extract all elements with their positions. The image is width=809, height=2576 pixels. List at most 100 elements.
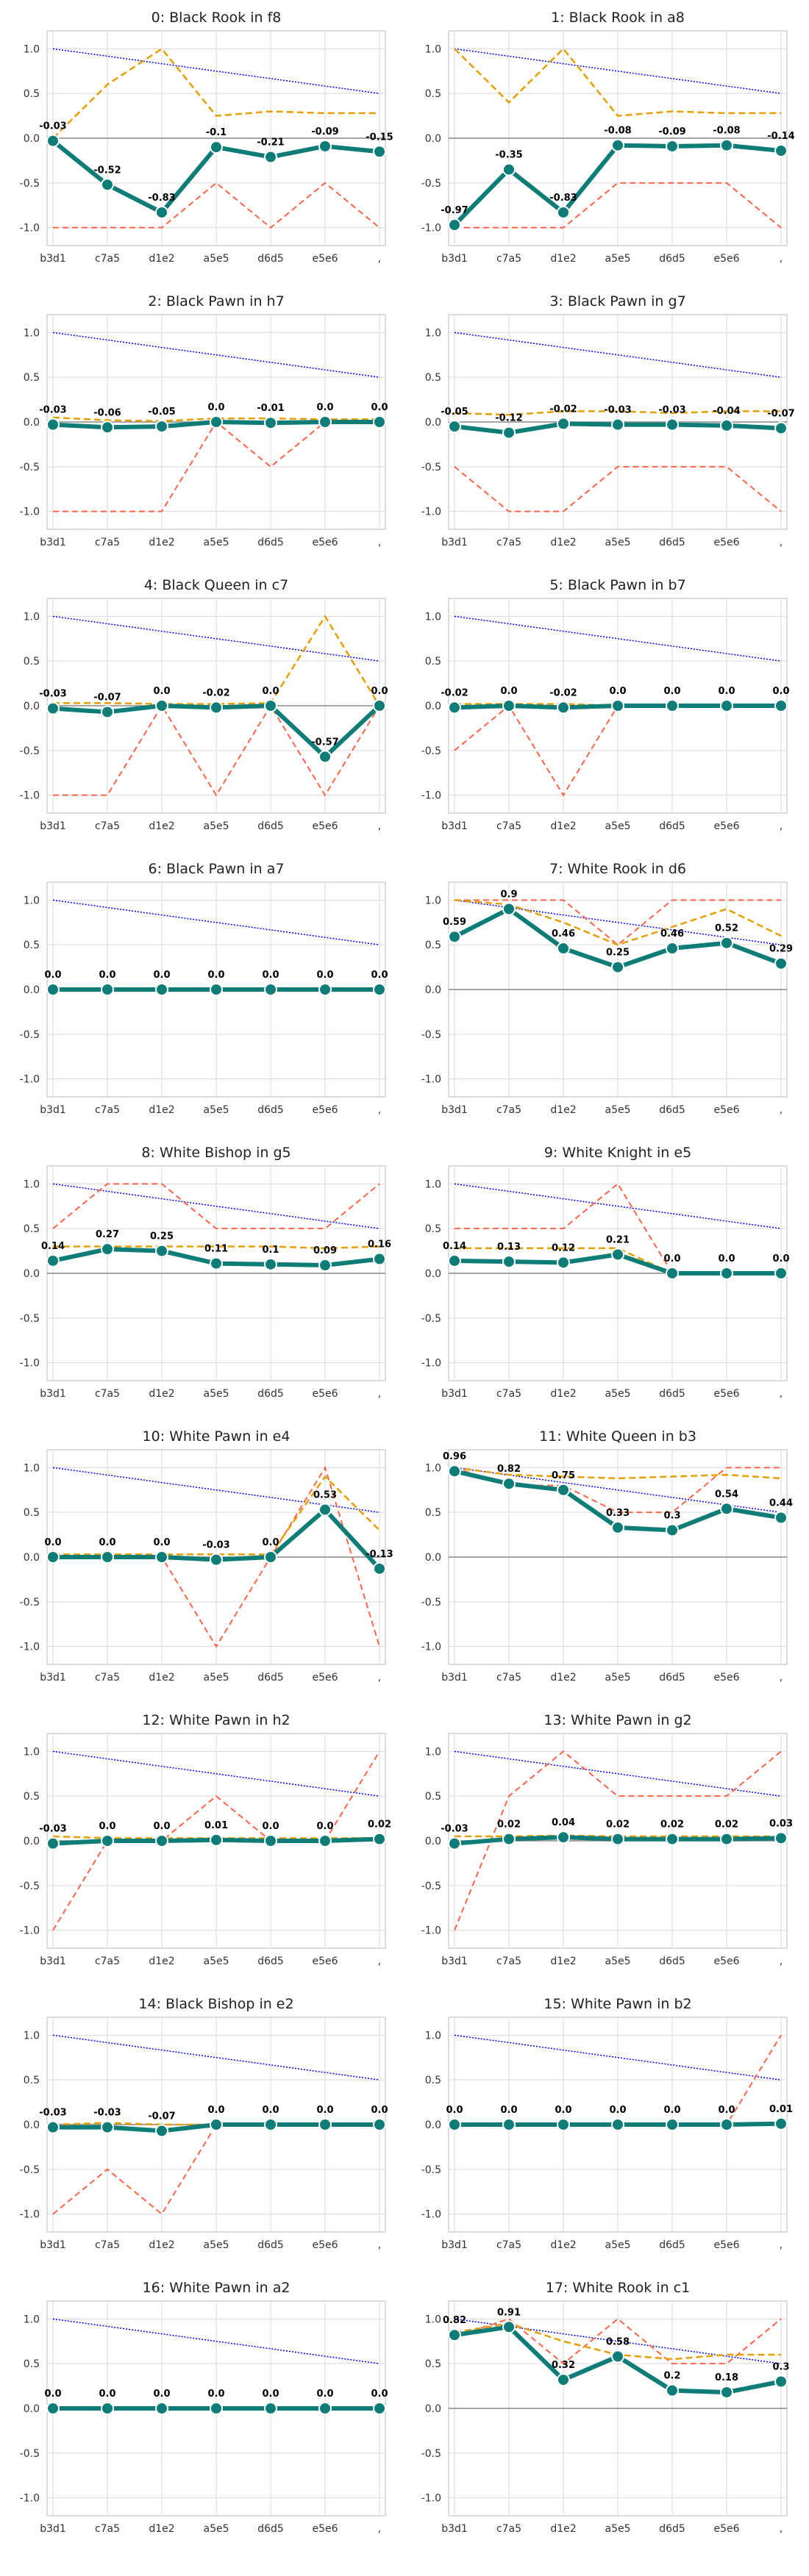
data-point: [101, 178, 114, 192]
data-point: [373, 145, 386, 159]
x-tick-label: ,: [378, 2523, 381, 2535]
data-point: [502, 1832, 516, 1846]
series-orange-line: [454, 1467, 782, 1480]
data-point: [373, 1252, 386, 1266]
panel-11: 11: White Queen in b3 1.0 0.5 0.0 -0.5 -1.0 b3…: [421, 1428, 793, 1684]
x-tick-label: e5e6: [713, 1956, 739, 1967]
x-tick-label: e5e6: [312, 2523, 338, 2535]
data-point: [155, 205, 168, 219]
data-point: [557, 2373, 570, 2387]
data-label: 0.33: [606, 1508, 630, 1519]
data-label: 0.0: [316, 970, 333, 981]
data-label: 0.46: [660, 929, 684, 940]
panel-7: 7: White Rook in d6 1.0 0.5 0.0 -0.5 -1.0 b3d1…: [421, 861, 793, 1116]
x-tick-label: d1e2: [550, 820, 576, 832]
data-point: [155, 1550, 168, 1564]
x-tick-label: d1e2: [550, 2523, 576, 2535]
y-tick-label: 1.0: [425, 327, 441, 339]
x-tick-label: b3d1: [40, 820, 66, 832]
data-point: [557, 1831, 570, 1845]
series-red-line: [454, 1750, 782, 1931]
x-tick-label: b3d1: [441, 2239, 468, 2251]
x-tick-label: d1e2: [149, 253, 174, 265]
x-tick-label: d6d5: [659, 1672, 685, 1684]
x-tick-label: d6d5: [659, 253, 685, 265]
data-label: 0.3: [663, 1511, 680, 1522]
data-label: 0.13: [497, 1242, 521, 1253]
data-label: 0.44: [769, 1498, 793, 1509]
data-label: 0.0: [262, 2389, 279, 2400]
x-tick-label: e5e6: [713, 1388, 739, 1400]
x-tick-label: d1e2: [550, 537, 576, 548]
data-point: [155, 1244, 168, 1258]
data-label: 0.0: [316, 2389, 333, 2400]
series-orange-line: [52, 47, 379, 139]
data-label: -0.07: [93, 693, 121, 704]
panel-14: 14: Black Bishop in e2 1.0 0.5 0.0 -0.5 -1.0 b…: [20, 1996, 388, 2251]
data-label: 0.0: [446, 2105, 463, 2116]
data-point: [46, 134, 60, 148]
data-label: 0.02: [606, 1820, 630, 1831]
x-tick-label: e5e6: [713, 1672, 739, 1684]
y-tick-label: 0.5: [24, 1507, 40, 1519]
data-label: 0.29: [769, 944, 793, 955]
data-label: 0.01: [204, 1820, 228, 1831]
y-tick-label: -1.0: [20, 2493, 40, 2505]
series-red-line: [53, 704, 380, 797]
panel-13: 13: White Pawn in g2 1.0 0.5 0.0 -0.5 -1.0 b3d…: [421, 1712, 793, 1967]
x-tick-label: e5e6: [713, 1104, 739, 1116]
x-tick-label: a5e5: [605, 1388, 630, 1400]
data-label: 0.21: [606, 1234, 630, 1245]
data-point: [502, 426, 516, 440]
y-tick-label: 0.0: [425, 1268, 441, 1280]
data-label: -0.09: [311, 126, 338, 137]
panel-17: 17: White Rook in c1 1.0 0.5 0.0 -0.5 -1.0 b3d…: [421, 2280, 790, 2535]
x-tick-label: e5e6: [312, 2239, 338, 2251]
y-tick-label: -1.0: [421, 1358, 441, 1370]
data-label: 0.91: [497, 2307, 521, 2318]
y-tick-label: 0.0: [425, 984, 441, 996]
y-tick-label: -1.0: [421, 223, 441, 235]
y-tick-label: -0.5: [20, 1029, 40, 1041]
data-label: 0.01: [769, 2104, 793, 2115]
data-point: [720, 138, 733, 152]
x-tick-label: c7a5: [496, 1672, 521, 1684]
data-point: [373, 2118, 386, 2131]
data-label: 0.0: [262, 686, 279, 697]
y-tick-label: -0.5: [421, 745, 441, 757]
y-tick-label: 0.5: [24, 1223, 40, 1235]
x-tick-label: d1e2: [550, 253, 576, 265]
data-point: [318, 750, 332, 764]
y-tick-label: 1.0: [24, 2030, 40, 2042]
data-point: [611, 2350, 624, 2364]
y-tick-label: 0.0: [24, 701, 40, 712]
data-point: [502, 162, 516, 176]
x-tick-label: d6d5: [659, 1104, 685, 1116]
data-label: 0.0: [609, 2105, 626, 2116]
data-point: [101, 705, 114, 719]
data-label: 0.52: [715, 923, 738, 934]
data-point: [448, 218, 461, 232]
y-tick-label: -0.5: [421, 2164, 441, 2176]
data-point: [46, 2402, 60, 2415]
data-point: [373, 1832, 386, 1846]
series-blue-line: [454, 1183, 782, 1229]
x-tick-label: b3d1: [40, 1388, 66, 1400]
data-point: [264, 1550, 277, 1564]
data-point: [46, 1836, 60, 1850]
x-tick-label: e5e6: [312, 1104, 338, 1116]
x-tick-label: ,: [378, 2239, 381, 2251]
data-label: -0.03: [39, 689, 66, 700]
data-label: 0.16: [368, 1239, 391, 1251]
series-blue-line: [52, 48, 380, 94]
panel-15: 15: White Pawn in b2 1.0 0.5 0.0 -0.5 -1.0 b3d…: [421, 1996, 793, 2251]
data-point: [720, 2118, 733, 2131]
data-label: 0.0: [718, 1253, 735, 1264]
data-point: [210, 2402, 223, 2415]
x-tick-label: b3d1: [441, 1104, 468, 1116]
data-point: [774, 144, 788, 158]
x-tick-label: d1e2: [149, 2523, 174, 2535]
panel-title: 1: Black Rook in a8: [551, 10, 685, 26]
data-label: 0.0: [718, 2105, 735, 2116]
